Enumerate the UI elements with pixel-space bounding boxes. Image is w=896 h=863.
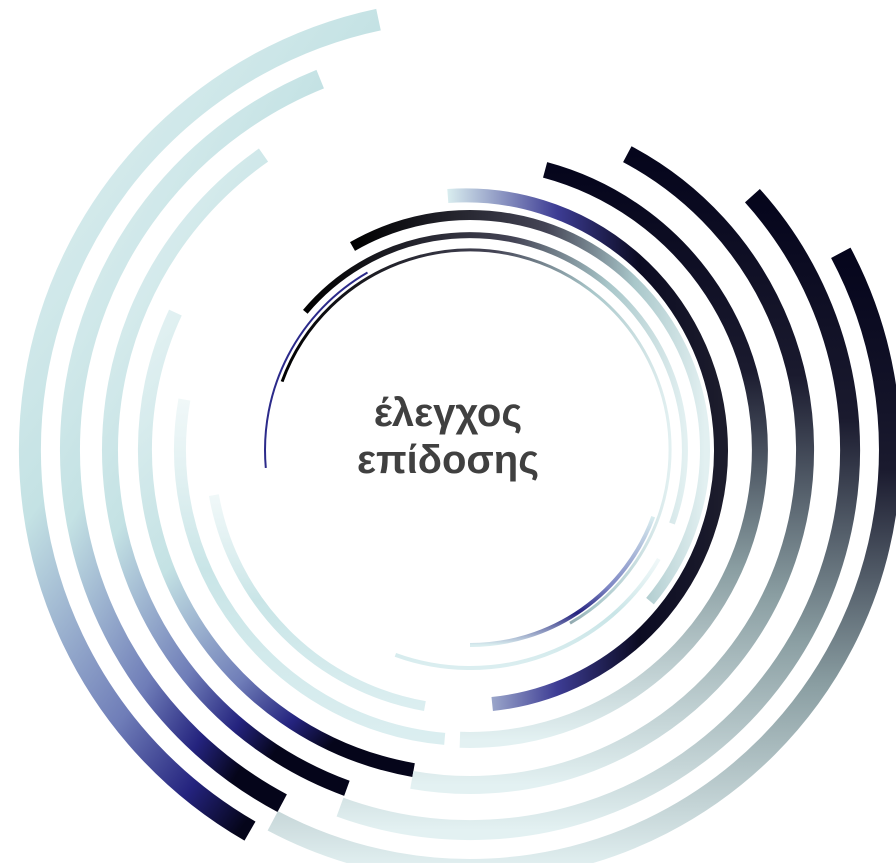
outer-arc-2 [59,69,324,813]
title-line-2: επίδοσης [356,438,539,482]
outer-arc-6 [208,494,426,712]
right-arc-3 [410,146,815,794]
right-arc-4 [459,162,768,748]
outer-arc-4 [137,309,415,777]
outer-arc-3 [101,148,350,796]
top-arc-2 [303,232,688,525]
top-arc-3 [280,248,672,625]
title-line-1: έλεγχος [373,391,523,435]
inner-thin-arc [264,271,369,468]
center-title: έλεγχος επίδοσης [298,390,598,484]
outer-arc-1 [18,8,381,841]
outer-arc-5 [174,398,446,745]
top-arc-1 [350,210,711,605]
right-arc-1 [267,247,896,863]
inner-light-arc [394,557,661,671]
right-arc-5 [447,188,728,711]
inner-navy-arc [469,516,656,647]
right-arc-2 [336,189,861,841]
